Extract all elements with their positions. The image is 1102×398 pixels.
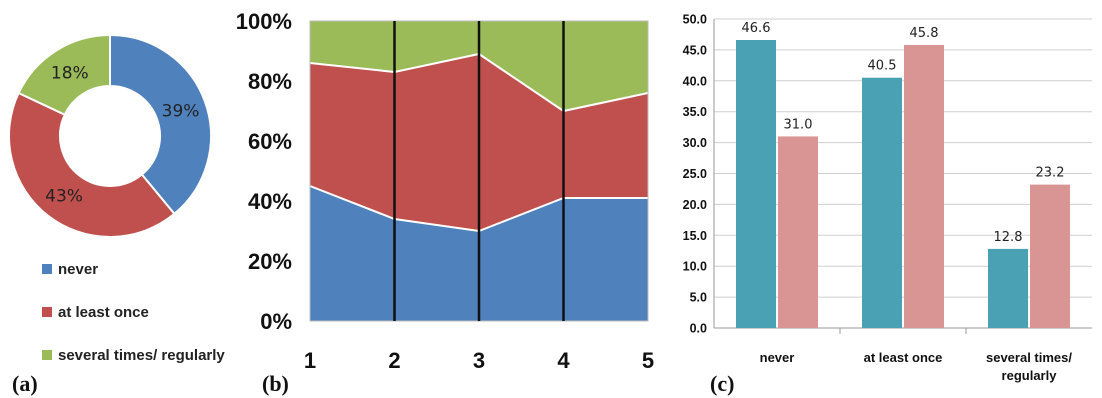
y-tick-label: 5.0 [690,291,707,305]
donut-slice-at-least-once [8,91,176,238]
y-tick-label: 35.0 [683,105,707,119]
donut-slice-label: 18% [51,64,89,84]
panel-a-legend: never at least once several times/ regular… [42,261,225,364]
legend-entry: never [58,261,98,278]
bar [862,77,902,329]
x-tick-label: 4 [557,348,570,373]
y-tick-label: 80% [248,69,292,94]
legend-swatch [42,264,52,274]
donut-slice-label: 43% [45,186,83,206]
panel-label-b: (b) [262,371,289,396]
donut-slice-label: 39% [162,102,200,122]
bar-value-label: 40.5 [868,59,897,74]
y-tick-label: 20% [248,249,292,274]
x-tick-label: 3 [473,348,485,373]
x-tick-label: 2 [388,348,400,373]
donut-slice-several-times-regularly [17,33,111,117]
y-tick-label: 10.0 [683,260,707,274]
panel-c-bar-chart: 0.0 5.0 10.0 15.0 20.0 25.0 30.0 35.0 40.0 45.0 50… [683,13,1092,383]
y-tick-label: 25.0 [683,167,707,181]
y-tick-label: 40% [248,189,292,214]
y-tick-label: 45.0 [683,43,707,57]
bar-value-label: 23.2 [1036,166,1065,181]
y-tick-label: 20.0 [683,198,707,212]
legend-entry: at least once [58,304,149,321]
panel-b-stacked-area-chart: 0% 20% 40% 60% 80% 100% 1 2 3 4 5 [236,9,654,373]
bar-value-label: 31.0 [784,117,813,132]
bar [736,40,776,329]
bar-value-label: 12.8 [994,230,1023,245]
x-category-label: regularly [1002,368,1058,383]
x-category-label: never [760,350,795,365]
panel-a-donut-chart: 39% 43% 18% [8,33,212,238]
donut-slice-never [109,33,212,216]
y-tick-label: 60% [248,129,292,154]
bar [988,248,1028,328]
bar [778,136,818,328]
x-category-label: several times/ [986,350,1072,365]
y-tick-label: 50.0 [683,13,707,27]
x-tick-label: 1 [304,348,316,373]
panel-label-c: (c) [710,371,734,396]
bar [1030,184,1070,328]
bar-value-label: 46.6 [742,21,771,36]
bar-value-label: 45.8 [910,26,939,41]
y-tick-label: 15.0 [683,229,707,243]
y-tick-label: 0% [260,309,292,334]
legend-entry: several times/ regularly [58,347,225,364]
legend-swatch [42,307,52,317]
y-tick-label: 0.0 [690,322,707,336]
x-category-label: at least once [864,350,943,365]
y-tick-label: 100% [236,9,292,34]
bar [904,44,944,329]
y-tick-label: 40.0 [683,74,707,88]
panel-label-a: (a) [12,371,38,396]
x-tick-label: 5 [642,348,654,373]
y-tick-label: 30.0 [683,136,707,150]
legend-swatch [42,350,52,360]
